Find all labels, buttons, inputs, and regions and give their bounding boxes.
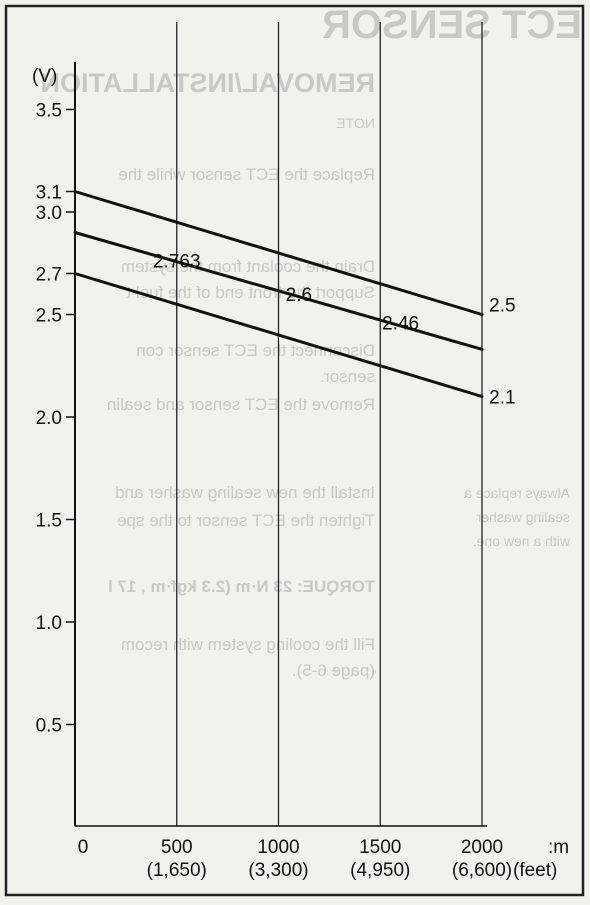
x-tick-label: 500 xyxy=(161,837,193,858)
ghost-line: Fill the cooling system with recom xyxy=(121,635,375,654)
ghost-line: Install the new sealing washer and xyxy=(115,483,375,502)
ghost-side-note: Always replace a xyxy=(464,485,570,501)
ghost-side-note: with a new one. xyxy=(473,533,571,549)
y-tick-label: 1.5 xyxy=(36,511,62,532)
ghost-subheading: REMOVAL/INSTALLATION xyxy=(41,68,375,98)
page-frame xyxy=(4,4,585,897)
ghost-line: Remove the ECT sensor and sealin xyxy=(107,395,375,414)
value-annotations: 2.763 2.6 2.46 2.5 2.1 xyxy=(153,252,516,409)
x-tick-secondary-label: (4,950) xyxy=(350,860,410,881)
y-tick-label: 3.1 xyxy=(36,183,62,204)
value-annotation: 2.1 xyxy=(489,388,515,409)
value-annotation: 2.763 xyxy=(153,252,201,273)
ghost-heading: ECT SENSOR xyxy=(322,3,582,47)
series-line-1 xyxy=(73,190,484,316)
x-axis-unit-label: :m xyxy=(548,837,569,858)
y-tick-label: 3.0 xyxy=(36,203,62,224)
ghost-note: NOTE xyxy=(336,115,375,131)
ghost-line: Tighten the ECT sensor to the spe xyxy=(117,511,375,530)
value-annotation: 2.5 xyxy=(489,295,515,316)
y-axis-unit-label: (V) xyxy=(32,66,57,87)
y-tick-label: 3.5 xyxy=(36,101,62,122)
value-annotation: 2.6 xyxy=(286,285,312,306)
series-line-3 xyxy=(73,272,484,398)
ghost-line: (page 6-5). xyxy=(292,661,375,680)
x-axis-secondary-unit-label: (feet) xyxy=(513,860,557,881)
y-tick-labels: 0.5 1.0 1.5 2.0 2.5 2.7 3.03.1 3.5 xyxy=(36,101,75,737)
value-annotation: 2.46 xyxy=(382,314,419,335)
y-tick-label: 0.5 xyxy=(36,716,62,737)
ghost-line: sensor. xyxy=(320,367,375,386)
y-tick-label: 2.7 xyxy=(36,265,62,286)
x-tick-label: 1500 xyxy=(359,837,401,858)
axes xyxy=(74,62,487,827)
x-tick-labels: 0 500(1,650) 1000(3,300) 1500(4,950) 2000(6,… xyxy=(78,837,512,881)
bleed-through-text: ECT SENSOR REMOVAL/INSTALLATION NOTE Rep… xyxy=(41,3,582,680)
x-tick-label: 1000 xyxy=(257,837,299,858)
ghost-side-note: sealing washer xyxy=(476,509,570,525)
x-tick-secondary-label: (6,600) xyxy=(452,860,512,881)
series-line-2 xyxy=(73,231,484,351)
ghost-line: Support the front end of the fuel t xyxy=(126,283,375,302)
ghost-line: Disconnect the ECT sensor con xyxy=(136,341,375,360)
y-tick-label: 2.0 xyxy=(36,408,62,429)
x-tick-secondary-label: (3,300) xyxy=(248,860,308,881)
ghost-line: Replace the ECT sensor while the xyxy=(118,165,375,184)
y-tick-label: 2.5 xyxy=(36,306,62,327)
y-tick-label: 1.0 xyxy=(36,613,62,634)
x-tick-label: 2000 xyxy=(461,837,503,858)
series-lines xyxy=(73,190,484,398)
grid xyxy=(176,22,483,826)
x-tick-secondary-label: (1,650) xyxy=(147,860,207,881)
ghost-line: TORQUE: 23 N·m (2.3 kgf·m , 17 l xyxy=(108,577,375,596)
x-tick-label: 0 xyxy=(78,837,89,858)
